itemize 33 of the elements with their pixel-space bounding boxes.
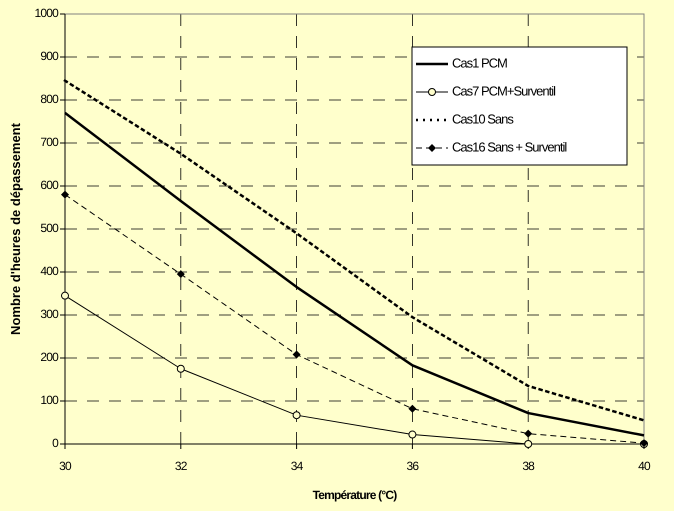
x-tick-label: 32: [174, 459, 188, 473]
point: [61, 292, 69, 300]
legend-label: Cas1 PCM: [452, 55, 508, 70]
y-tick-label: 400: [40, 264, 60, 278]
x-axis-title: Température (°C): [312, 488, 398, 502]
y-tick-label: 500: [40, 221, 60, 236]
point: [176, 270, 185, 278]
point: [292, 411, 301, 420]
point: [524, 440, 532, 448]
x-tick-label: 30: [59, 459, 72, 473]
x-tick-label: 34: [290, 459, 304, 473]
legend-label: Cas10 Sans: [452, 111, 514, 126]
y-axis-title: Nombre d'heures de dépassement: [8, 122, 23, 335]
y-tick-label: 1000: [34, 6, 60, 20]
legend-label: Cas7 PCM+Surventil: [452, 83, 556, 98]
x-tick-label: 36: [406, 459, 420, 473]
y-tick-label: 700: [40, 135, 60, 150]
legend-label: Cas16 Sans + Surventil: [452, 139, 568, 154]
point: [408, 430, 416, 439]
point: [524, 430, 532, 438]
y-tick-label: 600: [40, 178, 60, 192]
point: [61, 190, 69, 199]
y-tick-label: 900: [40, 49, 60, 64]
point: [176, 364, 185, 373]
x-tick-label: 38: [522, 459, 536, 473]
y-tick-label: 300: [40, 307, 60, 322]
point: [292, 350, 301, 359]
y-tick-label: 100: [40, 393, 60, 408]
y-tick-label: 800: [40, 92, 60, 106]
point: [408, 404, 416, 413]
y-tick-label: 200: [40, 350, 60, 364]
x-tick-label: 40: [638, 459, 651, 473]
y-tick-label: 0: [52, 436, 60, 450]
